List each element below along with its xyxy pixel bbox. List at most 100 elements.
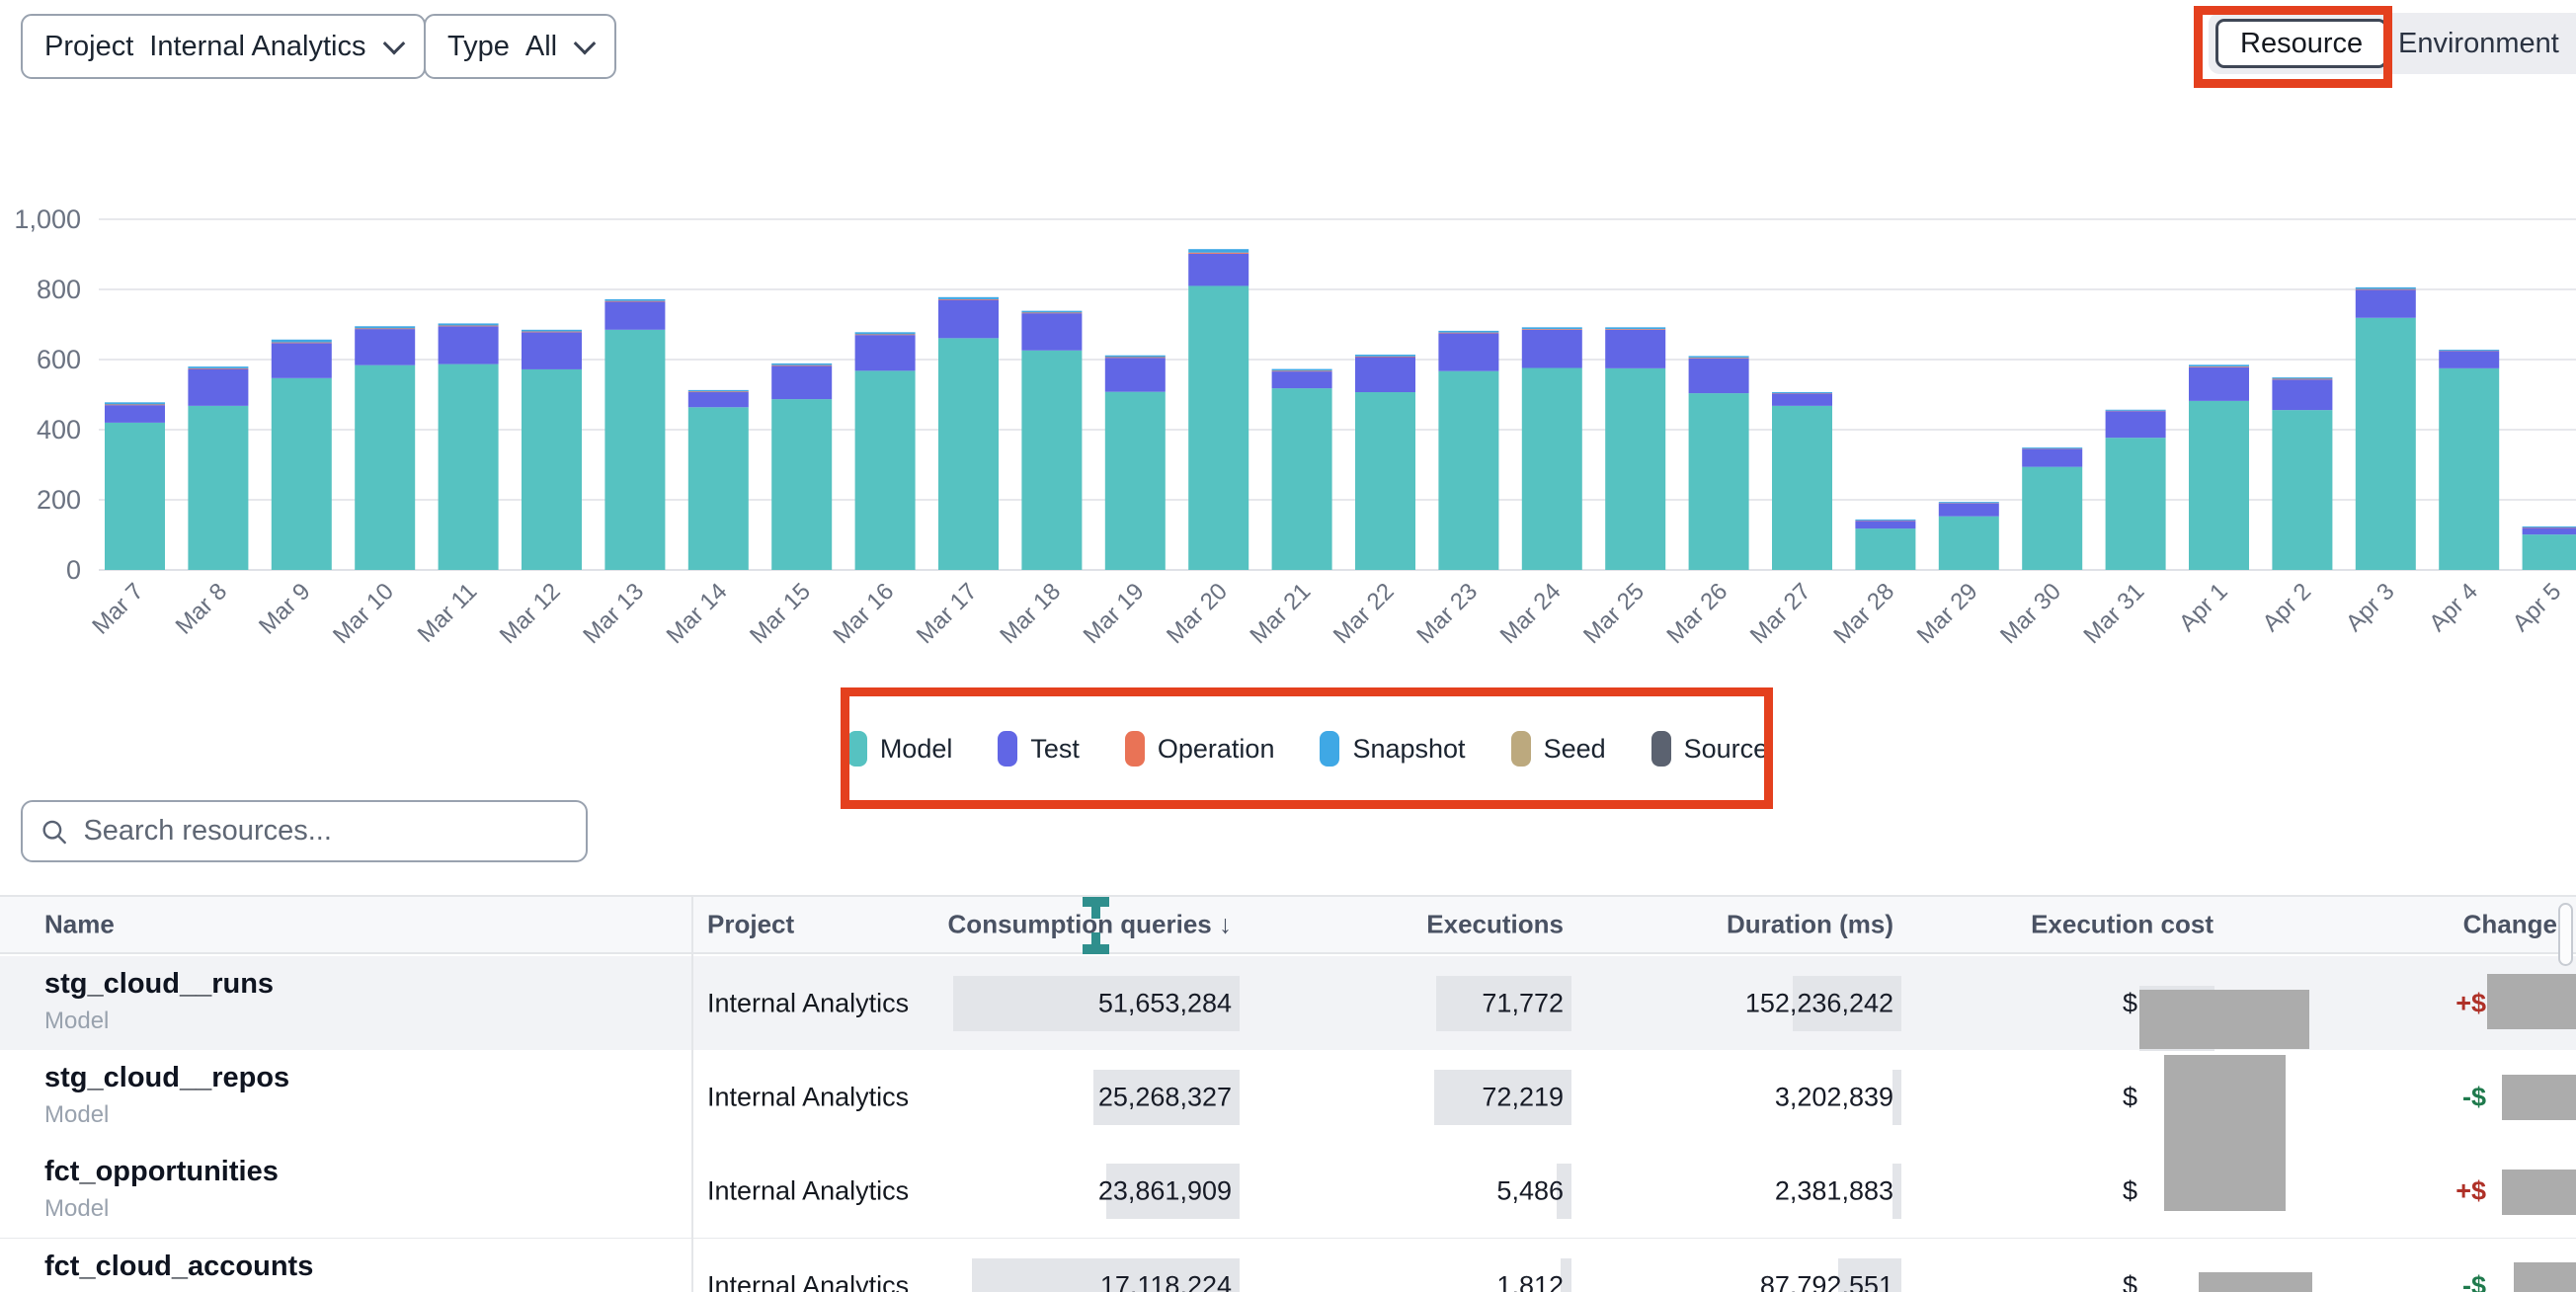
bar-segment-snapshot[interactable] [2022,447,2083,449]
bar-segment-snapshot[interactable] [438,323,499,326]
bar-segment-snapshot[interactable] [1688,356,1749,359]
bar-segment-model[interactable] [1688,393,1749,570]
bar-segment-snapshot[interactable] [105,402,165,405]
bar-segment-model[interactable] [1772,405,1832,570]
bar-segment-snapshot[interactable] [2522,525,2576,528]
bar-segment-model[interactable] [188,405,249,570]
bar-segment-test[interactable] [1104,358,1166,392]
bar-segment-snapshot[interactable] [854,332,916,335]
bar-segment-snapshot[interactable] [1938,502,1999,504]
column-header-executions[interactable]: Executions [1426,909,1564,939]
bar-segment-operation[interactable] [687,391,749,393]
legend-item-model[interactable]: Model [846,731,952,767]
bar-segment-operation[interactable] [1188,252,1249,254]
bar-segment-operation[interactable] [2355,288,2416,290]
resource-name[interactable]: fct_opportunities [44,1156,279,1187]
bar-segment-snapshot[interactable] [271,339,332,343]
bar-segment-model[interactable] [2022,466,2083,570]
bar-segment-model[interactable] [1355,392,1415,570]
bar-segment-model[interactable] [1938,516,1999,570]
bar-segment-model[interactable] [1271,388,1332,570]
bar-segment-test[interactable] [1938,503,1999,517]
bar-segment-operation[interactable] [2189,366,2249,367]
bar-segment-test[interactable] [1855,521,1916,529]
tab-resource[interactable]: Resource [2215,19,2388,68]
column-header-name[interactable]: Name [44,909,115,939]
bar-segment-snapshot[interactable] [1605,327,1666,330]
bar-segment-snapshot[interactable] [188,366,249,368]
bar-segment-snapshot[interactable] [1271,368,1332,371]
bar-segment-model[interactable] [2272,410,2333,570]
bar-segment-operation[interactable] [438,325,499,327]
legend-item-seed[interactable]: Seed [1510,731,1606,767]
bar-segment-model[interactable] [355,364,416,570]
bar-segment-snapshot[interactable] [771,363,833,365]
bar-segment-model[interactable] [1104,391,1166,570]
bar-segment-model[interactable] [105,422,165,570]
bar-segment-model[interactable] [687,407,749,570]
bar-segment-test[interactable] [1688,358,1749,394]
bar-segment-test[interactable] [687,392,749,408]
bar-segment-snapshot[interactable] [2439,350,2500,352]
bar-segment-snapshot[interactable] [1772,392,1832,394]
bar-segment-operation[interactable] [1438,332,1499,334]
bar-segment-test[interactable] [522,332,582,369]
bar-segment-test[interactable] [2522,527,2576,535]
bar-segment-operation[interactable] [1521,329,1582,330]
bar-segment-operation[interactable] [771,364,833,366]
project-filter-dropdown[interactable]: Project Internal Analytics [21,14,426,79]
bar-segment-model[interactable] [1438,370,1499,570]
bar-segment-model[interactable] [854,370,916,570]
bar-segment-operation[interactable] [1271,370,1332,372]
bar-segment-operation[interactable] [938,298,999,300]
bar-segment-snapshot[interactable] [1188,249,1249,253]
bar-segment-snapshot[interactable] [1104,355,1166,358]
bar-segment-test[interactable] [1271,371,1332,389]
column-header-project[interactable]: Project [707,909,795,939]
bar-segment-snapshot[interactable] [1855,519,1916,521]
bar-segment-operation[interactable] [1021,312,1083,314]
bar-segment-snapshot[interactable] [522,329,582,332]
bar-segment-test[interactable] [1521,329,1582,368]
bar-segment-operation[interactable] [1355,356,1415,358]
table-row-fct_cloud_accounts[interactable]: fct_cloud_accounts Internal Analytics 17,1… [0,1239,2576,1292]
bar-segment-model[interactable] [2522,534,2576,570]
bar-segment-snapshot[interactable] [1021,310,1083,313]
bar-segment-test[interactable] [1605,329,1666,368]
bar-segment-test[interactable] [1355,357,1415,393]
search-input[interactable] [81,814,568,848]
bar-segment-operation[interactable] [188,367,249,369]
bar-segment-test[interactable] [438,326,499,364]
bar-segment-model[interactable] [2189,400,2249,570]
bar-segment-model[interactable] [604,329,666,570]
bar-segment-operation[interactable] [604,300,666,302]
bar-segment-test[interactable] [2189,366,2249,401]
bar-segment-model[interactable] [438,363,499,570]
bar-segment-operation[interactable] [854,334,916,336]
column-header-consumption-queries[interactable]: Consumption queries ↓ [947,909,1232,939]
bar-segment-snapshot[interactable] [604,298,666,301]
bar-segment-snapshot[interactable] [938,296,999,299]
legend-item-snapshot[interactable]: Snapshot [1320,731,1466,767]
bar-segment-operation[interactable] [1605,329,1666,330]
table-row-fct_opportunities[interactable]: fct_opportunities Model Internal Analytics… [0,1144,2576,1238]
bar-segment-model[interactable] [1188,285,1249,570]
bar-segment-test[interactable] [1772,393,1832,406]
bar-segment-snapshot[interactable] [1438,330,1499,333]
bar-segment-snapshot[interactable] [687,389,749,392]
bar-segment-model[interactable] [938,338,999,570]
bar-segment-test[interactable] [188,368,249,406]
bar-segment-model[interactable] [2355,317,2416,570]
bar-segment-test[interactable] [1438,333,1499,371]
bar-segment-test[interactable] [271,343,332,378]
bar-segment-model[interactable] [271,377,332,570]
bar-segment-test[interactable] [2022,448,2083,467]
bar-segment-test[interactable] [105,405,165,423]
legend-item-test[interactable]: Test [998,731,1080,767]
bar-segment-model[interactable] [1521,367,1582,570]
bar-segment-snapshot[interactable] [1355,355,1415,357]
bar-segment-test[interactable] [1021,313,1083,351]
bar-segment-operation[interactable] [2272,378,2333,380]
bar-segment-model[interactable] [1605,367,1666,570]
bar-segment-model[interactable] [522,368,582,570]
